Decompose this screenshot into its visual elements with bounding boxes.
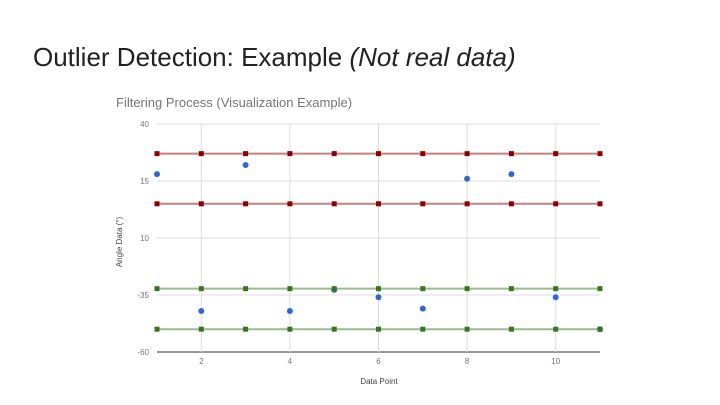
square-marker [597,151,603,157]
square-marker [243,286,249,292]
square-marker [198,286,204,292]
x-tick-label: 8 [465,357,470,366]
square-marker [597,286,603,292]
chart-tick-labels: 40 15 10 -35 -60 2 4 6 8 10 [137,120,560,366]
square-marker [243,201,249,207]
square-marker [154,326,160,332]
data-point [198,307,205,314]
slide-title-main: Outlier Detection: Example [33,42,350,72]
square-marker [331,326,337,332]
chart-grid [157,123,600,353]
square-marker [553,326,559,332]
square-marker [287,201,293,207]
chart-title: Filtering Process (Visualization Example… [116,95,352,110]
y-tick-label: -35 [137,291,149,300]
x-axis-label: Data Point [360,377,398,386]
square-marker [154,151,160,157]
square-marker [198,326,204,332]
square-marker [464,286,470,292]
square-marker [420,326,426,332]
square-marker [331,201,337,207]
square-marker [597,326,603,332]
square-marker [464,151,470,157]
square-marker [331,286,337,292]
square-marker [508,286,514,292]
square-marker [464,201,470,207]
square-marker [376,286,381,292]
series-group [154,326,603,332]
series-group [154,286,603,292]
square-marker [154,201,160,207]
y-tick-label: 15 [140,177,149,186]
square-marker [198,151,204,157]
square-marker [376,151,381,157]
square-marker [331,151,337,157]
square-marker [508,326,514,332]
square-marker [154,286,160,292]
square-marker [553,151,559,157]
data-point [552,294,559,301]
square-marker [420,201,426,207]
chart-series [154,151,603,333]
x-tick-label: 4 [288,357,293,366]
data-point [508,171,515,178]
data-point [154,171,160,178]
square-marker [287,286,293,292]
square-marker [287,151,293,157]
series-group [154,151,603,157]
square-marker [243,326,249,332]
data-point [419,305,426,312]
series-group [154,201,603,207]
square-marker [553,286,559,292]
square-marker [553,201,559,207]
square-marker [508,201,514,207]
square-marker [508,151,514,157]
x-tick-label: 6 [376,357,381,366]
x-tick-label: 10 [551,357,560,366]
slide-title-note: (Not real data) [349,42,516,72]
square-marker [420,286,426,292]
square-marker [198,201,204,207]
square-marker [597,201,603,207]
square-marker [376,201,381,207]
square-marker [420,151,426,157]
y-tick-label: -60 [137,348,149,357]
y-tick-label: 40 [140,120,149,129]
x-tick-label: 2 [199,357,204,366]
y-axis-label: Angle Data (°) [115,217,124,268]
y-tick-label: 10 [140,234,149,243]
slide-title: Outlier Detection: Example (Not real dat… [33,42,516,73]
square-marker [287,326,293,332]
data-point [242,162,249,169]
square-marker [376,326,381,332]
square-marker [464,326,470,332]
data-point [375,294,382,301]
data-point [286,307,293,314]
data-point [464,175,471,182]
square-marker [243,151,249,157]
